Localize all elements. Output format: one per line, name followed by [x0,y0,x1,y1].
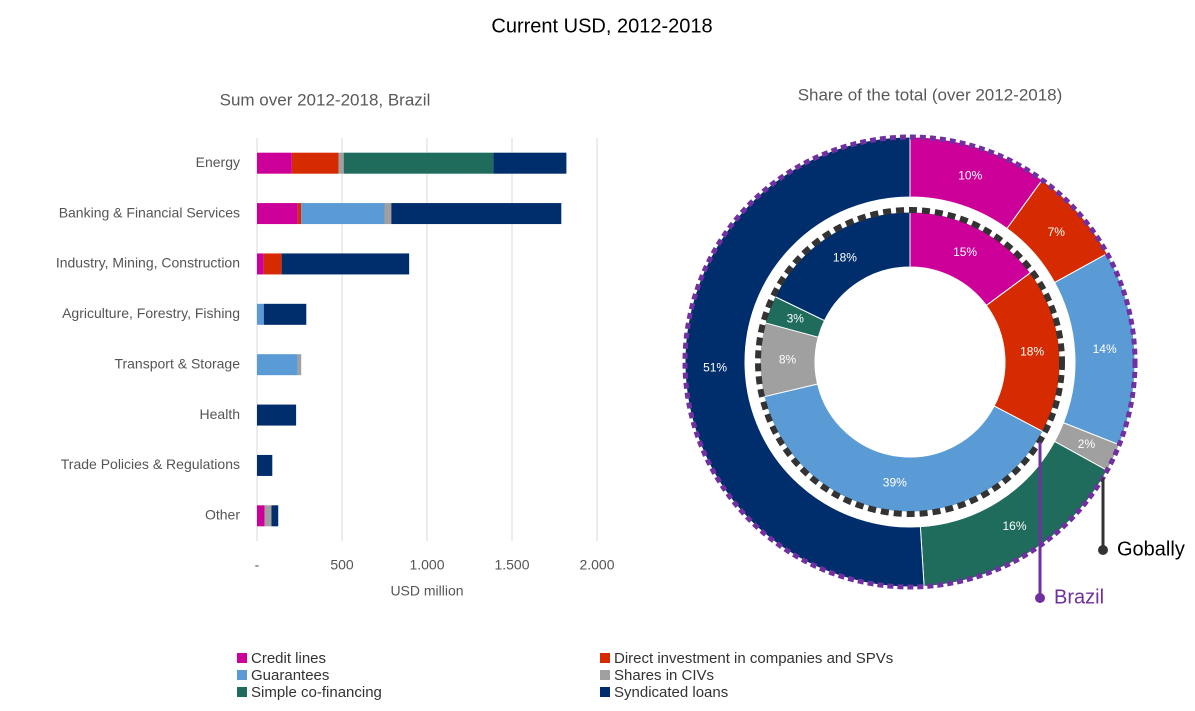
legend-label: Shares in CIVs [614,667,714,684]
y-tick-label: Transport & Storage [114,355,240,371]
segment-label: 18% [833,250,857,264]
bar-segment [257,152,292,174]
segment-label: 16% [1002,519,1026,533]
x-axis-label: USD million [390,583,463,599]
annotation-label: Brazil [1054,586,1104,608]
legend-swatch [600,670,610,680]
bar-segment [338,152,344,174]
annotation-label: Gobally [1117,538,1185,560]
main-title: Current USD, 2012-2018 [491,15,712,37]
donut-title: Share of the total (over 2012-2018) [798,85,1063,104]
x-tick-label: 1.000 [409,557,444,573]
bar-segment [281,253,410,275]
x-tick-label: 1.500 [494,557,529,573]
x-tick-label: 500 [330,557,354,573]
bar-segment [271,505,279,527]
bar-segment [263,303,307,325]
legend-label: Direct investment in companies and SPVs [614,650,893,667]
bar-segment [257,203,298,225]
bar-segment [391,203,562,225]
ring-outline [755,207,1065,517]
legend-swatch [600,687,610,697]
bar-segment [263,253,282,275]
segment-label: 7% [1048,225,1066,239]
y-tick-label: Health [200,406,240,422]
bar-segment [257,454,273,476]
y-tick-label: Energy [196,154,240,170]
segment-label: 51% [703,360,727,374]
legend-label: Guarantees [251,667,329,684]
x-tick-label: - [255,557,260,573]
bar-segment [297,354,302,376]
bar-segment [301,203,385,225]
bar-segment [384,203,392,225]
legend-label: Syndicated loans [614,684,728,701]
segment-label: 8% [779,352,797,366]
segment-label: 3% [787,311,805,325]
y-tick-label: Agriculture, Forestry, Fishing [62,305,240,321]
segment-label: 14% [1093,342,1117,356]
bar-segment [257,404,297,426]
y-tick-label: Other [205,507,240,523]
y-tick-label: Banking & Financial Services [59,204,240,220]
y-tick-label: Trade Policies & Regulations [61,456,240,472]
legend-swatch [600,653,610,663]
legend-swatch [237,670,247,680]
bar-segment [297,203,302,225]
bar-segment [257,253,264,275]
segment-label: 10% [958,169,982,183]
legend-swatch [237,687,247,697]
ring-outline [682,134,1138,590]
y-tick-label: Industry, Mining, Construction [56,255,240,271]
legend-label: Simple co-financing [251,684,382,701]
segment-label: 15% [953,245,977,259]
segment-label: 18% [1020,345,1044,359]
bar-segment [257,505,265,527]
legend-swatch [237,653,247,663]
bar-title: Sum over 2012-2018, Brazil [220,90,431,109]
bar-segment [264,505,272,527]
bar-segment [257,354,298,376]
bar-segment [343,152,494,174]
annotation-dot [1035,593,1045,603]
segment-label: 39% [883,476,907,490]
bar-segment [493,152,567,174]
bar-segment [257,303,264,325]
annotation-dot [1098,545,1108,555]
segment-label: 2% [1078,437,1096,451]
legend-label: Credit lines [251,650,326,667]
x-tick-label: 2.000 [579,557,614,573]
bar-segment [291,152,339,174]
